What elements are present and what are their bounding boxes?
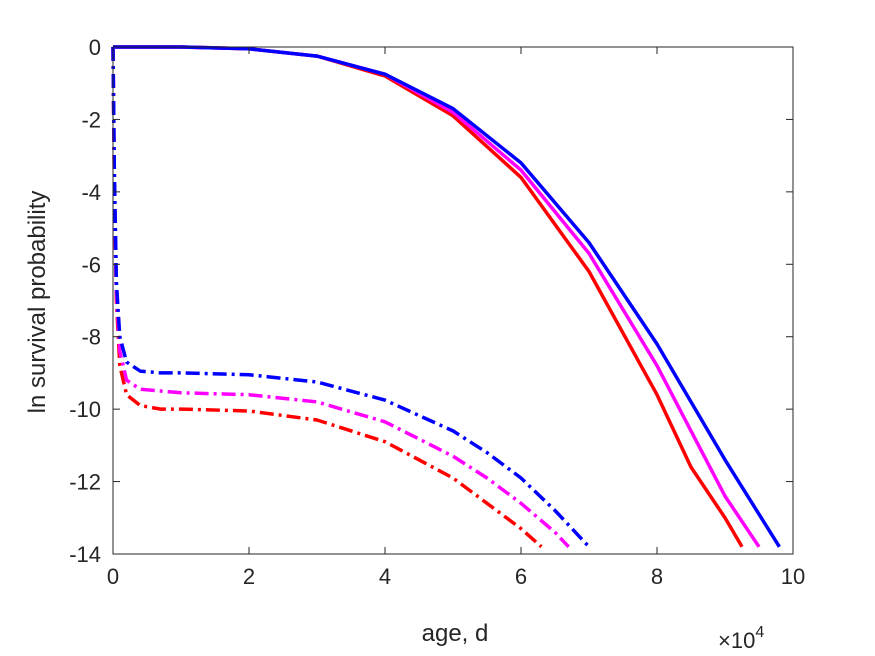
x-tick-label: 8 bbox=[651, 564, 663, 589]
x-tick-label: 6 bbox=[515, 564, 527, 589]
x-tick-label: 2 bbox=[243, 564, 255, 589]
x-tick-label: 4 bbox=[379, 564, 391, 589]
x-axis-label: age, d bbox=[422, 620, 489, 647]
axes-layer: 0 2 4 6 8 10 0 -2 -4 -6 -8 -10 -12 -14 bbox=[69, 35, 805, 589]
y-axis-label: ln survival probability bbox=[24, 191, 51, 414]
plot-frame bbox=[112, 46, 794, 555]
x-exponent-power: 4 bbox=[755, 624, 764, 641]
y-tick-label: -10 bbox=[69, 397, 101, 422]
y-tick-label: -12 bbox=[69, 470, 101, 495]
y-tick-label: 0 bbox=[89, 35, 101, 60]
x-exponent-base: ×10 bbox=[718, 628, 755, 653]
x-exponent-label: ×104 bbox=[718, 624, 764, 653]
x-tick-label: 0 bbox=[107, 564, 119, 589]
series-line-6-dashdot bbox=[111, 46, 591, 548]
y-tick-label: -2 bbox=[81, 107, 101, 132]
y-tick-label: -4 bbox=[81, 180, 101, 205]
y-tick-label: -14 bbox=[69, 542, 101, 567]
y-tick-label: -8 bbox=[81, 325, 101, 350]
x-tick-label: 10 bbox=[781, 564, 805, 589]
y-tick-label: -6 bbox=[81, 252, 101, 277]
